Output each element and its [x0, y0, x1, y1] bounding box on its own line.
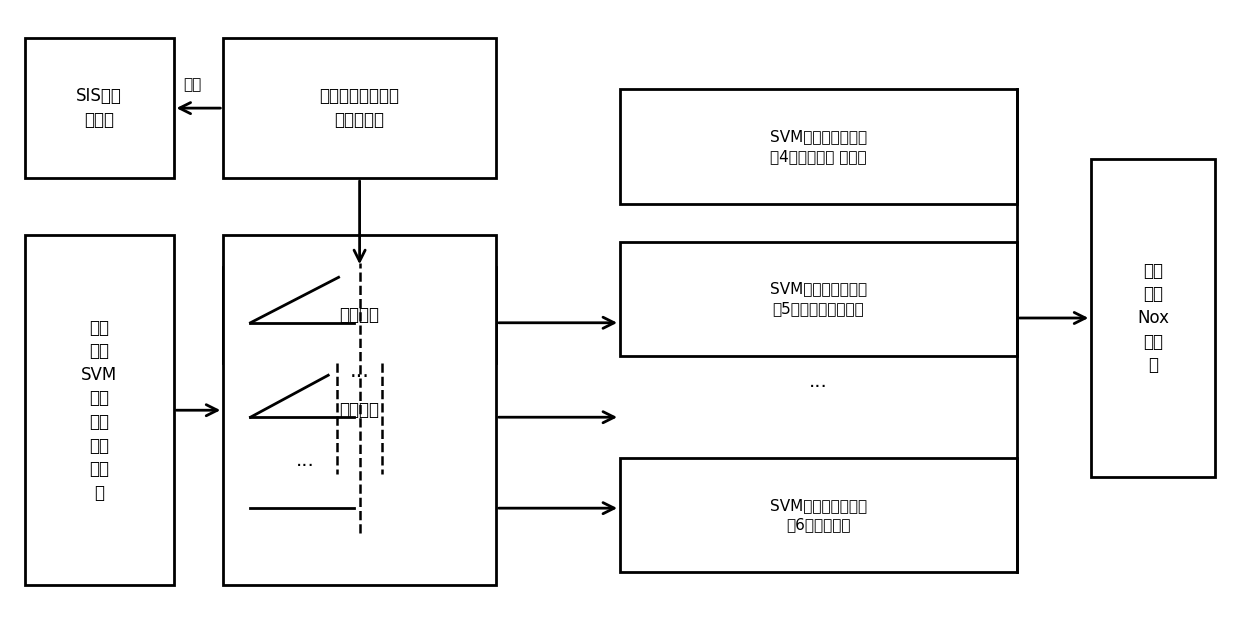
FancyBboxPatch shape — [25, 38, 174, 178]
Text: ···: ··· — [808, 378, 828, 398]
Text: ···: ··· — [350, 366, 370, 387]
Text: SVM低负荷预测模型
（4台磨的一种 组合）: SVM低负荷预测模型 （4台磨的一种 组合） — [770, 129, 867, 163]
Text: 逻辑判断: 逻辑判断 — [340, 306, 379, 324]
FancyBboxPatch shape — [620, 89, 1017, 204]
Text: ···: ··· — [295, 457, 315, 476]
Text: SVM中负荷预测模型
（5台磨的一种组合）: SVM中负荷预测模型 （5台磨的一种组合） — [770, 282, 867, 316]
Text: 磨煤机工作状态实
时输入向量: 磨煤机工作状态实 时输入向量 — [320, 87, 399, 129]
FancyBboxPatch shape — [620, 242, 1017, 356]
Text: 输出
入口
Nox
预测
值: 输出 入口 Nox 预测 值 — [1137, 262, 1169, 374]
Text: SVM高负荷预测模型
（6台磨组合）: SVM高负荷预测模型 （6台磨组合） — [770, 498, 867, 532]
FancyBboxPatch shape — [223, 38, 496, 178]
FancyBboxPatch shape — [1091, 159, 1215, 477]
FancyBboxPatch shape — [223, 235, 496, 585]
FancyBboxPatch shape — [223, 267, 496, 363]
FancyBboxPatch shape — [25, 235, 174, 585]
Text: 读取: 读取 — [184, 77, 201, 92]
Text: SIS实时
数据库: SIS实时 数据库 — [77, 87, 122, 129]
Text: 当前
时刻
SVM
预测
模型
的输
入向
量: 当前 时刻 SVM 预测 模型 的输 入向 量 — [81, 319, 118, 502]
Text: 切换开关: 切换开关 — [340, 401, 379, 419]
FancyBboxPatch shape — [620, 458, 1017, 572]
